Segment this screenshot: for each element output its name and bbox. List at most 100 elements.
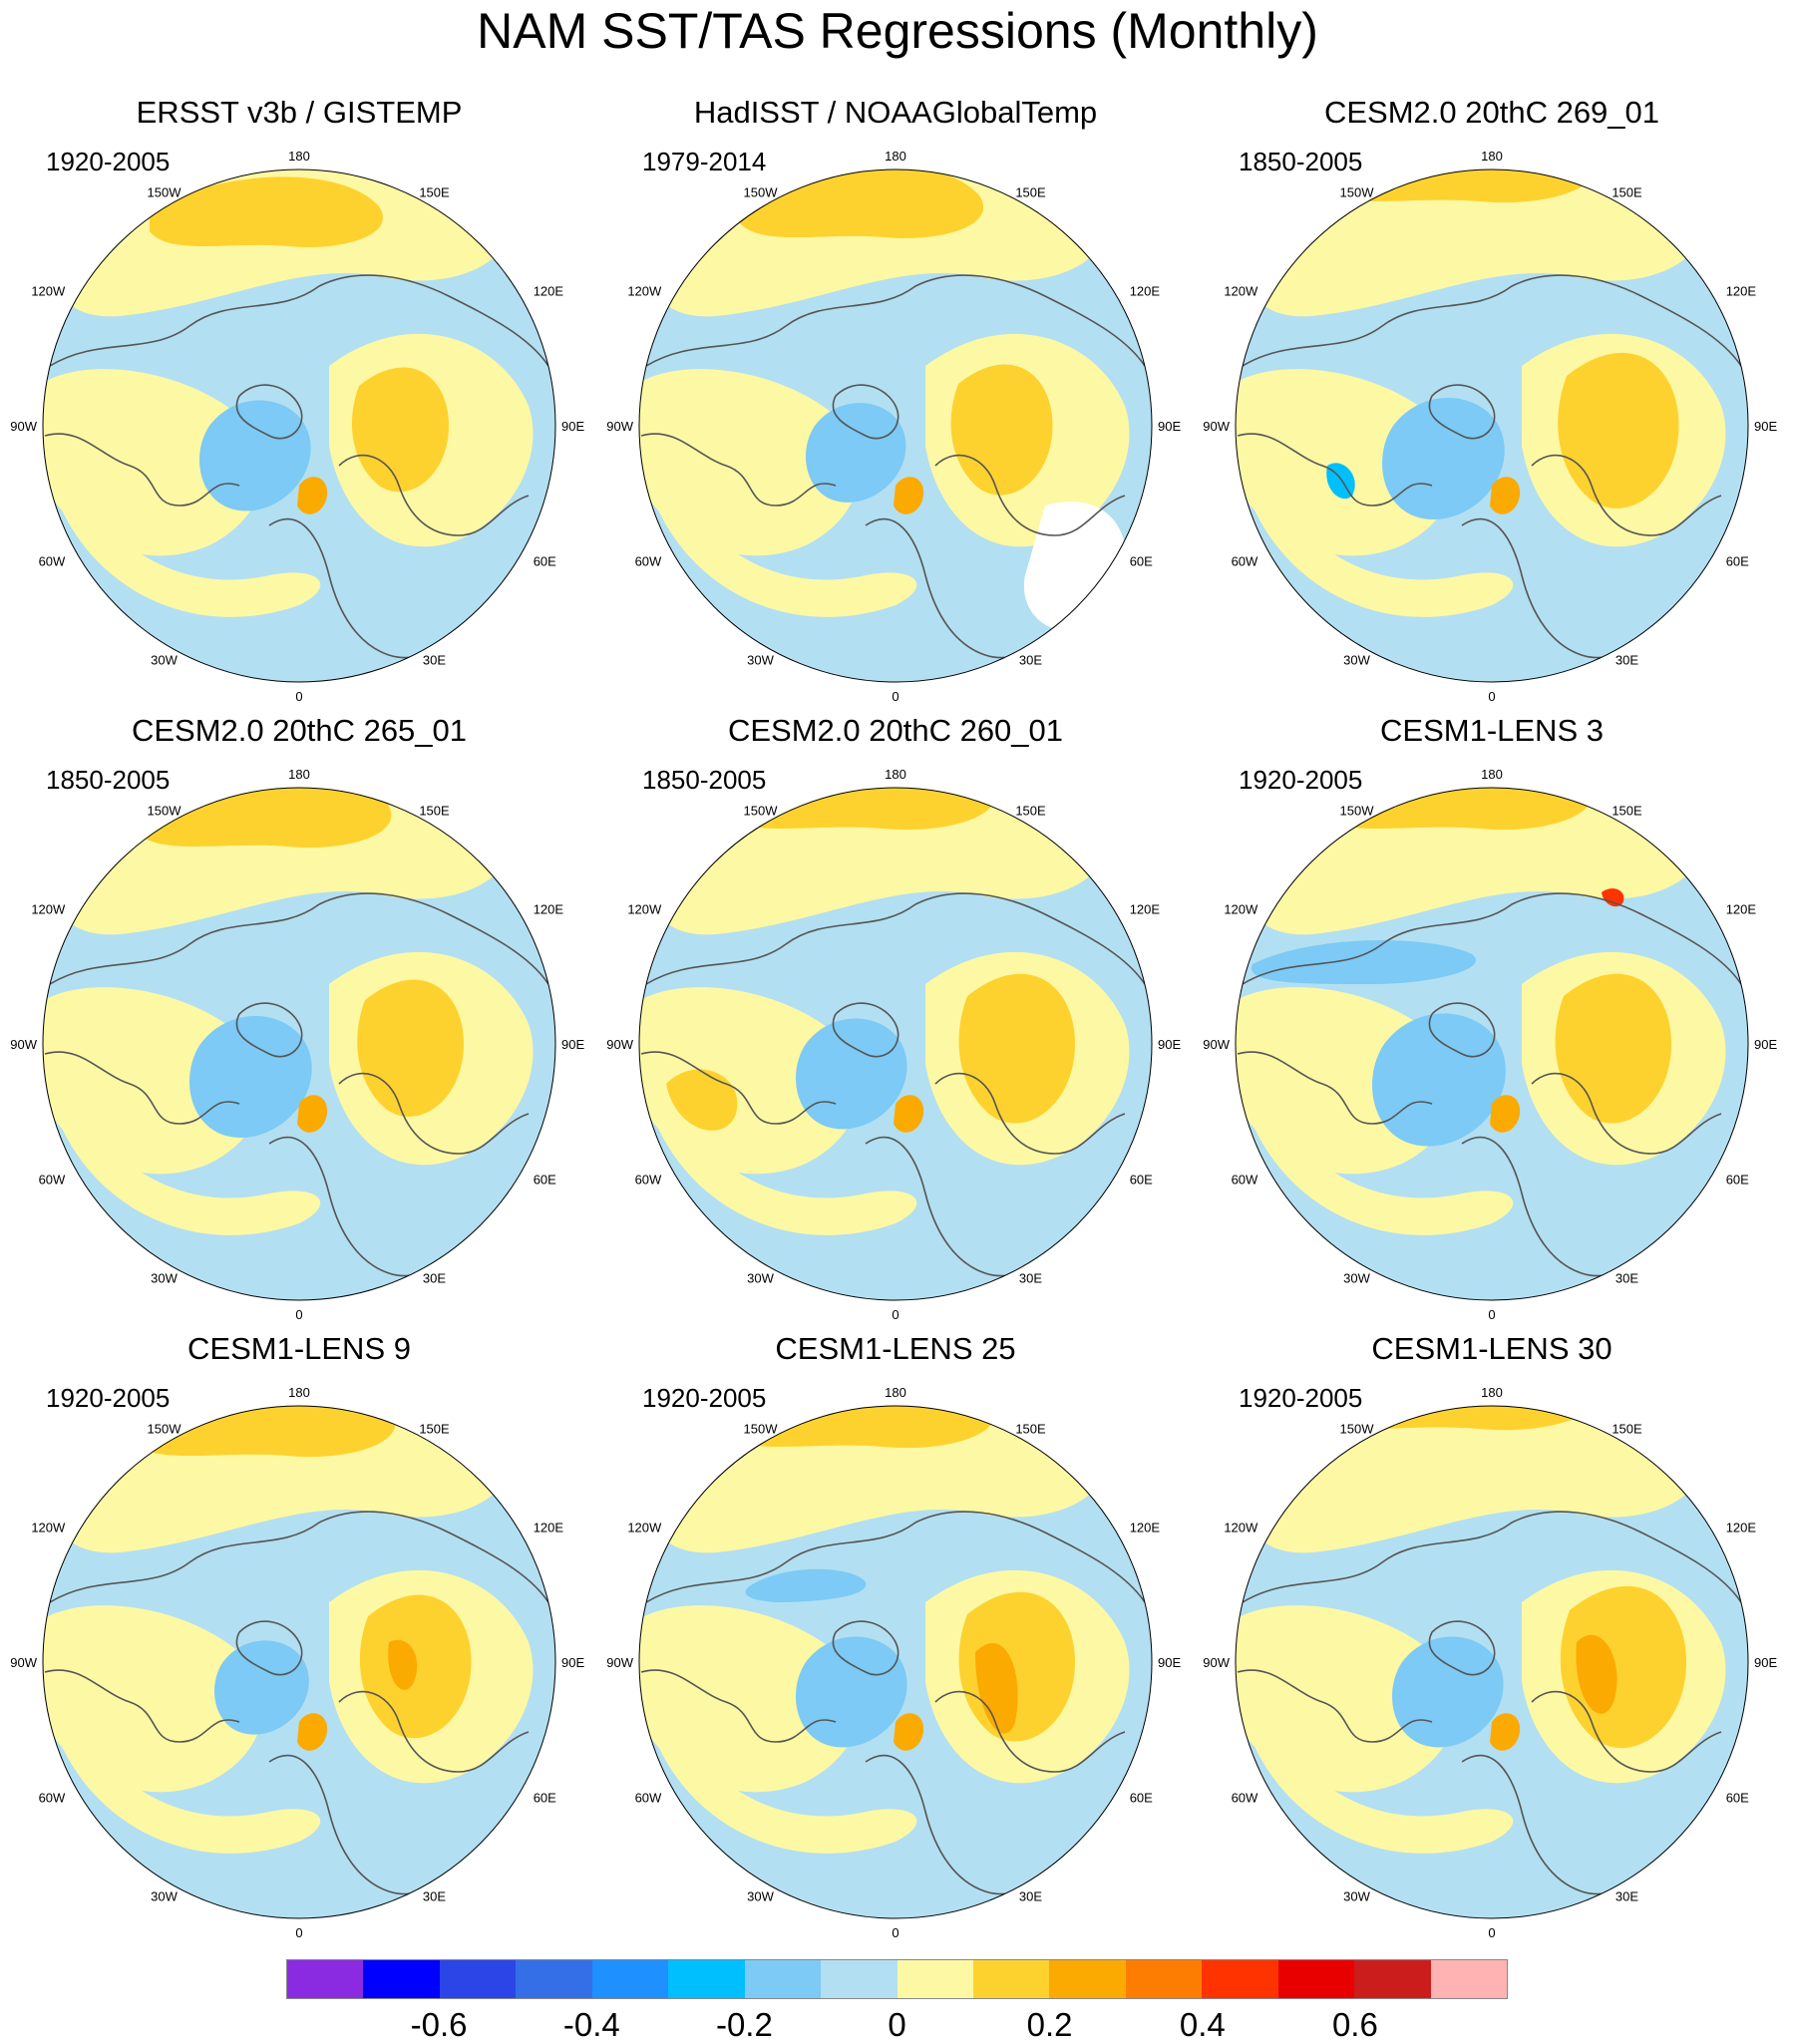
polar-map: 180 150E 120E 90E 60E 30E 0 30W 60W 90W 120W 150W [606,149,1181,704]
anomaly-region [357,979,464,1117]
anomaly-region [806,403,906,503]
anomaly-region [745,1568,867,1602]
map-border [42,787,556,1301]
longitude-label: 0 [1488,1925,1495,1940]
panel-title: ERSST v3b / GISTEMP [136,95,463,130]
colorbar-swatch [439,1960,517,1998]
anomaly-region [894,477,924,514]
anomaly-region [60,1104,321,1235]
longitude-label: 30W [1343,1889,1370,1904]
longitude-label: 30E [1616,1271,1638,1286]
panel-period: 1979-2014 [642,147,767,176]
longitude-label: 60W [39,554,66,569]
coastline [645,1511,1146,1603]
colorbar-swatch [744,1960,822,1998]
longitude-label: 180 [885,767,906,782]
anomaly-region [656,486,917,617]
longitude-label: 150E [419,184,450,199]
coastline [235,1002,303,1058]
anomaly-region [975,1642,1018,1734]
colorbar-swatch [668,1960,745,1998]
map-panel: HadISST / NOAAGlobalTemp 1979-2014 180 150E… [596,95,1195,713]
coastline [645,274,1146,367]
anomaly-region [1490,1713,1521,1751]
anomaly-region [1372,1013,1506,1147]
longitude-label: 0 [892,1307,898,1322]
polar-map: 180 150E 120E 90E 60E 30E 0 30W 60W 90W 120W 150W [606,1385,1181,1940]
longitude-label: 180 [1481,149,1503,164]
longitude-label: 60E [1130,1791,1153,1806]
coastline [1237,1051,1433,1125]
longitude-label: 120E [534,284,564,299]
longitude-label: 90E [1754,419,1777,434]
longitude-label: 180 [885,149,906,164]
panel-period: 1920-2005 [1239,1383,1363,1413]
longitude-label: 120W [31,902,66,917]
longitude-label: 90E [1754,1655,1777,1670]
coastline [934,454,1126,536]
longitude-label: 0 [1488,1307,1495,1322]
longitude-label: 30W [747,1889,774,1904]
coastline [1428,384,1496,440]
polar-map: 180 150E 120E 90E 60E 30E 0 30W 60W 90W 120W 150W [10,1385,584,1940]
polar-map: 180 150E 120E 90E 60E 30E 0 30W 60W 90W 120W 150W [1203,1385,1777,1940]
longitude-label: 90E [561,1037,584,1052]
anomaly-region [894,1095,924,1133]
longitude-label: 60W [39,1173,66,1188]
anomaly-region [43,1605,263,1793]
longitude-label: 30E [1616,1889,1638,1904]
anomaly-region [1555,973,1671,1124]
anomaly-region [297,1713,328,1751]
anomaly-region [1251,940,1476,984]
anomaly-region [894,1713,924,1751]
anomaly-region [1576,1634,1617,1714]
longitude-label: 60E [1726,554,1749,569]
anomaly-region [1490,1095,1521,1133]
anomaly-region [1253,1104,1514,1235]
colorbar-swatch [1430,1960,1507,1998]
map-border [638,169,1153,683]
coastline [1237,433,1433,507]
longitude-label: 90W [1203,1037,1230,1052]
longitude-label: 120E [1130,1521,1161,1535]
anomaly-region [666,1069,738,1131]
anomaly-region [60,486,321,617]
longitude-label: 30W [151,653,178,668]
longitude-label: 120E [1726,284,1757,299]
longitude-label: 30W [1343,1271,1370,1286]
panel-period: 1850-2005 [1239,147,1363,176]
colorbar [286,1959,1508,1999]
longitude-label: 60E [534,554,556,569]
longitude-label: 90E [1158,1037,1181,1052]
coastline [338,454,530,536]
longitude-label: 90W [606,419,633,434]
longitude-label: 150E [1612,803,1642,818]
colorbar-swatch [821,1960,898,1998]
longitude-label: 180 [885,1385,906,1400]
colorbar-label: 0.6 [1331,2006,1378,2043]
longitude-label: 90E [1158,419,1181,434]
anomaly-region [1558,352,1679,509]
colorbar-swatch [897,1960,973,1998]
longitude-label: 0 [295,1307,302,1322]
figure-title: NAM SST/TAS Regressions (Monthly) [477,3,1318,59]
anomaly-region [1297,1406,1602,1431]
colorbar-label: 0.4 [1179,2006,1226,2043]
anomaly-region [388,1639,418,1690]
anomaly-region [214,1640,309,1735]
colorbar-swatch [1354,1960,1431,1998]
coastline [44,433,240,507]
panel-title: CESM1-LENS 30 [1371,1331,1613,1366]
anomaly-region [656,1104,917,1235]
polar-map: 180 150E 120E 90E 60E 30E 0 30W 60W 90W 120W 150W [10,767,584,1322]
map-panel: ERSST v3b / GISTEMP 1920-2005 180 150E 120E 9… [0,95,598,713]
longitude-label: 30W [747,1271,774,1286]
longitude-label: 180 [288,149,310,164]
longitude-label: 120W [1224,902,1258,917]
map-border [1235,787,1749,1301]
longitude-label: 120W [627,284,662,299]
longitude-label: 120W [1224,284,1258,299]
map-panel: CESM2.0 20thC 265_01 1850-2005 180 150E 120E… [0,713,598,1331]
colorbar-swatch [363,1960,440,1998]
panel-period: 1850-2005 [46,765,171,795]
